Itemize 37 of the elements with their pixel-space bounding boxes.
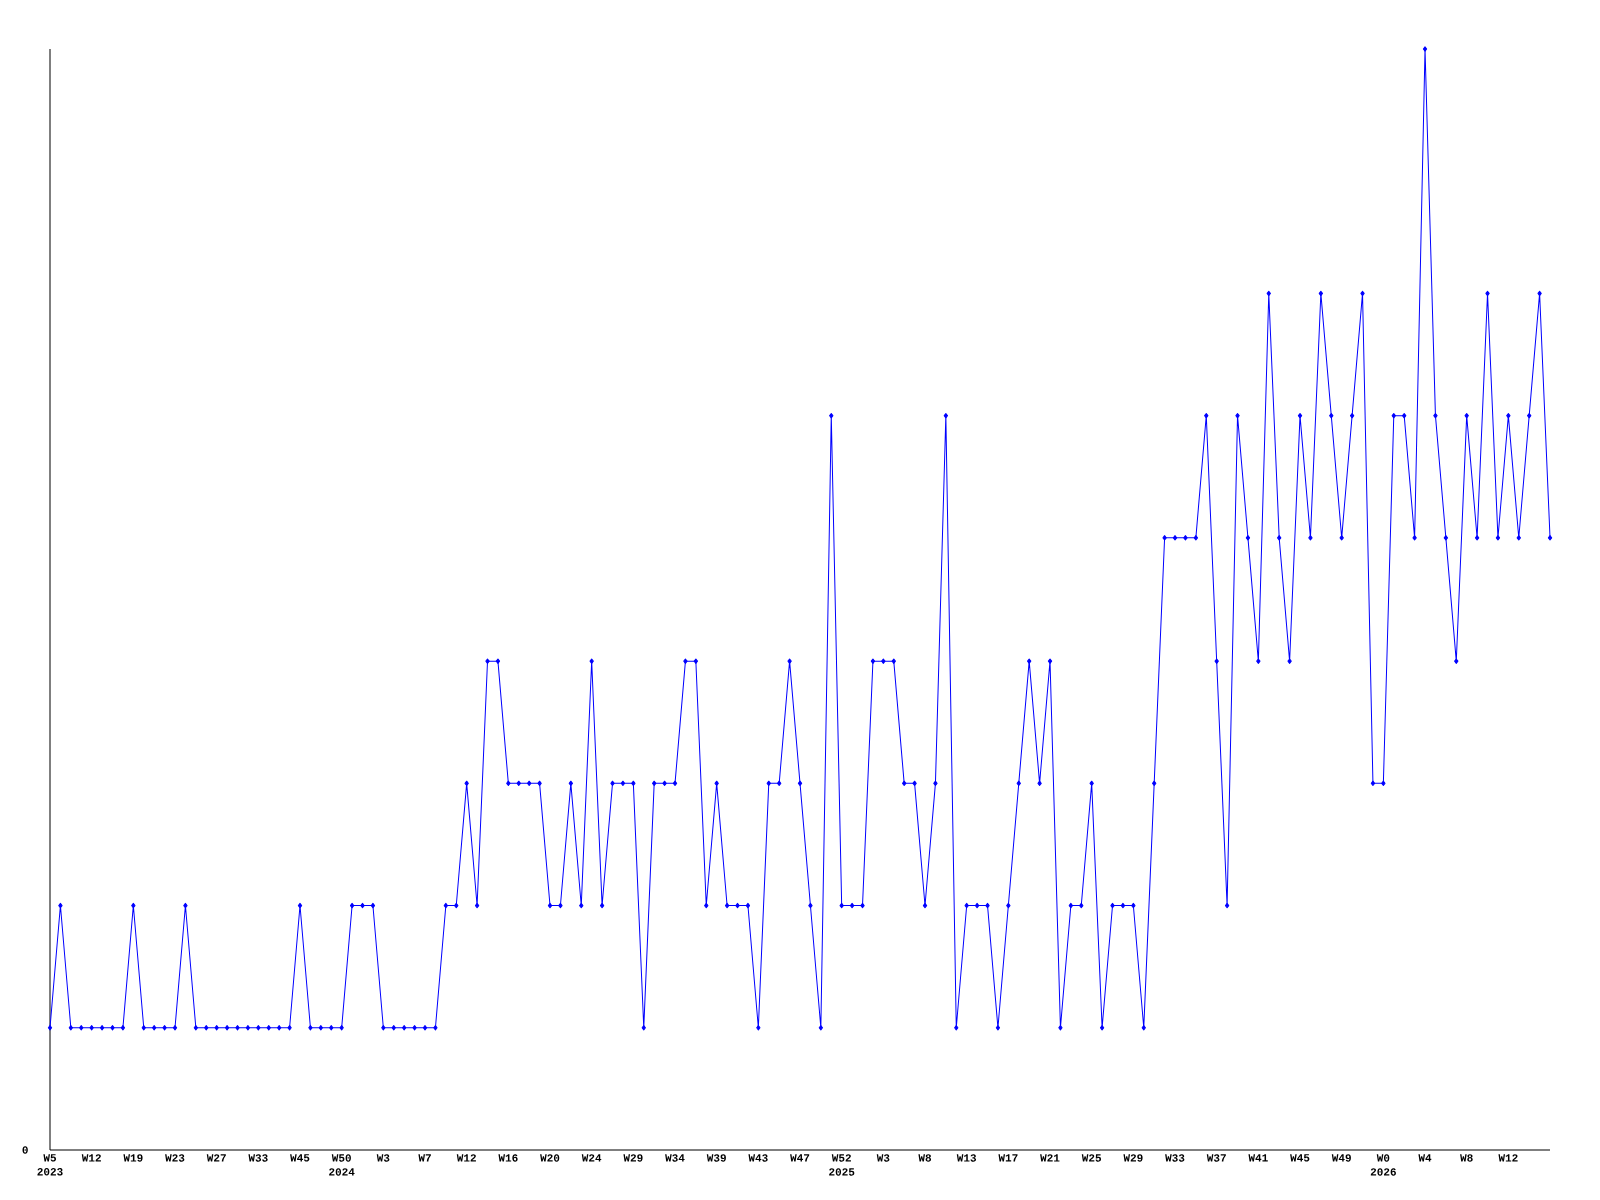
x-tick-label: W4 (1418, 1154, 1432, 1162)
x-tick-label: W8 (918, 1154, 932, 1162)
x-tick-label: W23 (165, 1154, 185, 1162)
x-tick-label: W12 (1498, 1154, 1518, 1162)
x-tick-label: W52 2025 (829, 1154, 855, 1176)
x-tick-label: W12 (456, 1154, 476, 1162)
x-tick-label: W16 (498, 1154, 518, 1162)
x-tick-label: W3 (376, 1154, 390, 1162)
x-tick-label: W24 (581, 1154, 602, 1162)
x-tick-label: W39 (706, 1154, 726, 1162)
x-tick-label: W21 (1040, 1154, 1060, 1162)
x-tick-label: W12 (81, 1154, 101, 1162)
x-tick-label: W13 (956, 1154, 977, 1162)
x-tick-label: W8 (1460, 1154, 1473, 1162)
x-tick-label: W0 2026 (1370, 1154, 1396, 1176)
x-tick-label: W49 (1331, 1154, 1351, 1162)
x-tick-label: W20 (540, 1154, 560, 1162)
x-tick-label: W3 (876, 1154, 890, 1162)
x-tick-label: W5 2023 (37, 1154, 63, 1176)
x-tick-label: W7 (418, 1154, 431, 1162)
x-tick-label: W25 (1081, 1154, 1102, 1162)
x-tick-label: W37 (1206, 1154, 1226, 1162)
text: 0 (22, 1146, 28, 1154)
x-tick-label: W33 (248, 1154, 268, 1162)
x-tick-label: W19 (123, 1154, 143, 1162)
x-tick-label: W17 (998, 1154, 1018, 1162)
x-tick-label: W29 (1123, 1154, 1143, 1162)
x-tick-label: W45 (1290, 1154, 1310, 1162)
x-tick-label: W34 (665, 1154, 685, 1162)
x-tick-label: W50 2024 (329, 1154, 355, 1176)
x-tick-label: W33 (1165, 1154, 1185, 1162)
x-tick-label: W47 (790, 1154, 810, 1162)
x-tick-label: W45 (290, 1154, 310, 1162)
x-tick-label: W41 (1248, 1154, 1268, 1162)
x-tick-label: W43 (748, 1154, 768, 1162)
x-tick-label: W29 (623, 1154, 643, 1162)
x-tick-label: W27 (206, 1154, 226, 1162)
